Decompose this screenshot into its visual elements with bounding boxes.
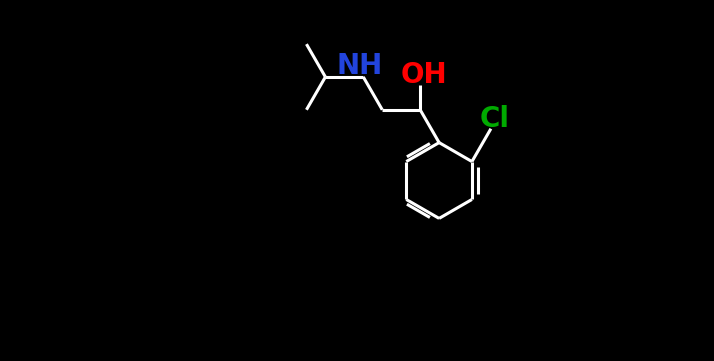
Text: NH: NH xyxy=(336,52,383,80)
Text: OH: OH xyxy=(401,61,447,89)
Text: Cl: Cl xyxy=(480,105,510,132)
